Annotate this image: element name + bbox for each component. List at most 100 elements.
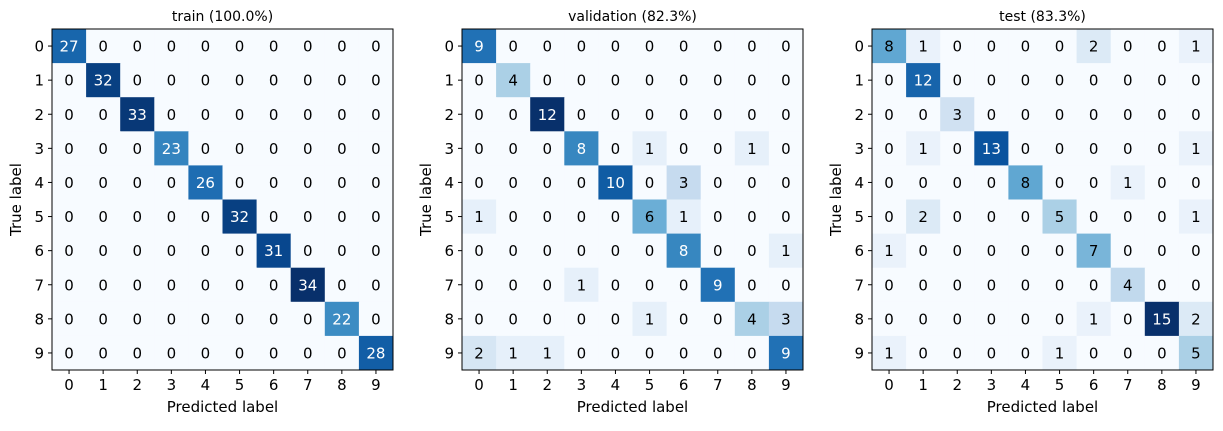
cell-value-label: 0 <box>611 72 621 90</box>
heatmap-cell <box>1110 165 1146 200</box>
heatmap-cell <box>1008 301 1043 337</box>
heatmap-cell <box>530 165 565 200</box>
axes-frame <box>871 28 1214 371</box>
x-tick-label: 4 <box>201 376 211 394</box>
heatmap-cell <box>222 29 258 64</box>
heatmap-cell <box>632 301 668 337</box>
cell-value-label: 0 <box>303 140 313 158</box>
cell-value-label: 0 <box>1123 208 1133 226</box>
heatmap-cell <box>1076 131 1112 166</box>
y-axis-label: True label <box>7 163 25 237</box>
cell-value-label: 0 <box>98 140 108 158</box>
x-axis-label: Predicted label <box>167 398 278 416</box>
heatmap-cell <box>974 267 1009 303</box>
cell-value-label: 0 <box>167 310 177 328</box>
cell-value-label: 0 <box>167 72 177 90</box>
cell-value-label: 0 <box>1055 106 1065 124</box>
cell-value-label: 0 <box>884 72 894 90</box>
cell-value-label: 0 <box>542 38 552 56</box>
heatmap-cell <box>530 29 565 64</box>
cell-value-label: 0 <box>1021 276 1031 294</box>
heatmap-cell <box>1042 233 1078 269</box>
heatmap-cell <box>974 233 1009 269</box>
cell-value-label: 0 <box>1191 72 1201 90</box>
heatmap-cell <box>496 301 531 337</box>
cell-value-label: 0 <box>713 208 723 226</box>
y-tick-label: 3 <box>34 140 44 158</box>
cell-value-label: 0 <box>645 106 655 124</box>
heatmap-cell <box>734 97 770 132</box>
confusion-matrix-panel-0: train (100.0%)27 0 0 0 0 0 0 0 0 00 32 0 0 0 0 0 0 0 00 0 33… <box>7 9 394 416</box>
heatmap-cell <box>86 301 121 337</box>
x-tick-label: 8 <box>1157 376 1167 394</box>
cell-value-label: 0 <box>952 276 962 294</box>
heatmap-cell <box>1042 63 1078 98</box>
y-tick-label: 0 <box>444 38 454 56</box>
cell-value-label: 0 <box>1123 344 1133 362</box>
heatmap-cell <box>974 97 1009 132</box>
heatmap-cell <box>734 267 770 303</box>
heatmap-cell <box>666 63 702 98</box>
cell-value-label: 0 <box>303 208 313 226</box>
heatmap-cell <box>188 335 223 371</box>
cell-value-label: 0 <box>884 208 894 226</box>
heatmap-cell <box>358 29 394 64</box>
cell-value-label: 0 <box>611 276 621 294</box>
cell-value-label: 0 <box>508 38 518 56</box>
y-tick-label: 8 <box>444 310 454 328</box>
heatmap-cell <box>86 131 121 166</box>
cell-value-label: 0 <box>64 344 74 362</box>
cell-value-label: 0 <box>1123 106 1133 124</box>
heatmap-cell <box>1178 131 1214 166</box>
cell-value-label: 0 <box>747 72 757 90</box>
y-tick-label: 8 <box>854 310 864 328</box>
heatmap-cell <box>564 233 599 269</box>
heatmap-cell <box>120 165 155 200</box>
cell-value-label: 0 <box>167 174 177 192</box>
x-tick-label: 2 <box>132 376 142 394</box>
heatmap-cell <box>290 97 326 132</box>
heatmap-cell <box>598 267 633 303</box>
cell-value-label: 0 <box>611 106 621 124</box>
cell-value-label: 0 <box>713 174 723 192</box>
cell-value-label: 26 <box>196 174 215 192</box>
heatmap-cell <box>324 301 360 337</box>
cell-value-label: 9 <box>781 344 791 362</box>
y-tick-label: 7 <box>854 276 864 294</box>
x-tick-label: 6 <box>269 376 279 394</box>
heatmap-cell <box>564 29 599 64</box>
y-axis-label: True label <box>417 163 435 237</box>
heatmap-cell <box>222 63 258 98</box>
y-tick-label: 5 <box>854 208 864 226</box>
cell-value-label: 0 <box>987 242 997 260</box>
heatmap-cell <box>700 165 736 200</box>
cell-value-label: 0 <box>269 344 279 362</box>
heatmap-cell <box>1110 267 1146 303</box>
heatmap-cell <box>1076 29 1112 64</box>
cell-value-label: 22 <box>332 310 351 328</box>
y-tick-label: 1 <box>34 72 44 90</box>
heatmap-cell <box>768 29 804 64</box>
cell-value-label: 0 <box>1055 140 1065 158</box>
cell-value-label: 0 <box>371 174 381 192</box>
cell-value-label: 0 <box>987 72 997 90</box>
cell-value-label: 0 <box>474 276 484 294</box>
cell-value-label: 0 <box>611 208 621 226</box>
cell-value-label: 0 <box>337 242 347 260</box>
heatmap-cell <box>496 131 531 166</box>
heatmap-cell <box>1042 335 1078 371</box>
x-tick-label: 2 <box>542 376 552 394</box>
heatmap-cell <box>598 63 633 98</box>
heatmap-cell <box>598 97 633 132</box>
cell-value-label: 0 <box>1055 72 1065 90</box>
cell-value-label: 0 <box>132 344 142 362</box>
heatmap-cell <box>290 131 326 166</box>
heatmap-cell <box>700 301 736 337</box>
heatmap-cell <box>324 63 360 98</box>
heatmap-cell <box>154 165 189 200</box>
heatmap-cell <box>256 267 292 303</box>
heatmap-cell <box>872 199 907 235</box>
cell-value-label: 0 <box>337 344 347 362</box>
heatmap-cell <box>974 131 1009 166</box>
heatmap-cell <box>52 335 87 371</box>
